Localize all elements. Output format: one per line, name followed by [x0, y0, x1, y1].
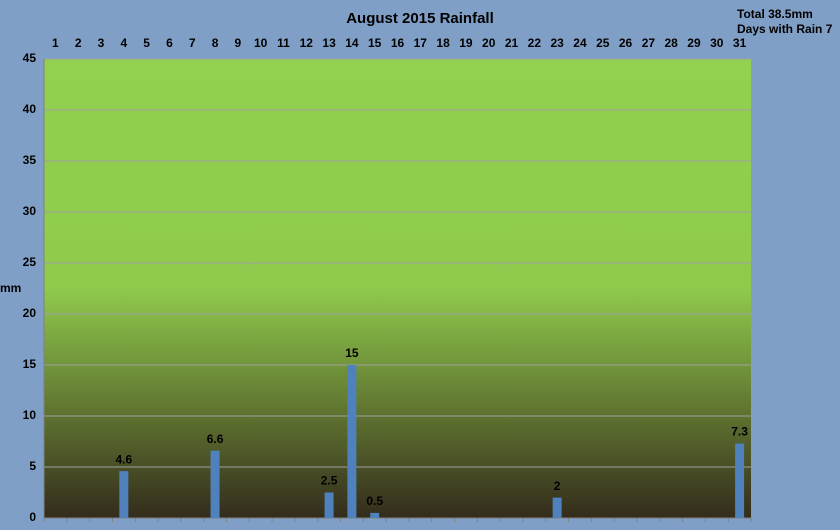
annotation: Days with Rain 7: [737, 22, 833, 36]
y-tick-label: 5: [29, 459, 36, 473]
x-tick-label: 10: [254, 36, 268, 50]
data-label: 4.6: [115, 452, 132, 466]
x-tick-label: 27: [642, 36, 656, 50]
x-tick-label: 19: [459, 36, 473, 50]
x-tick-label: 22: [528, 36, 542, 50]
y-tick-label: 10: [23, 408, 37, 422]
y-tick-label: 40: [23, 102, 37, 116]
y-tick-label: 15: [23, 357, 37, 371]
x-tick-label: 8: [212, 36, 219, 50]
x-tick-label: 7: [189, 36, 196, 50]
y-tick-label: 30: [23, 204, 37, 218]
x-tick-label: 3: [98, 36, 105, 50]
x-tick-label: 13: [322, 36, 336, 50]
y-tick-label: 20: [23, 306, 37, 320]
bar: [324, 492, 334, 518]
x-tick-label: 4: [120, 36, 127, 50]
annotation: Total 38.5mm: [737, 7, 813, 21]
x-tick-label: 31: [733, 36, 747, 50]
x-tick-label: 16: [391, 36, 405, 50]
x-tick-label: 15: [368, 36, 382, 50]
x-tick-label: 9: [235, 36, 242, 50]
x-tick-label: 21: [505, 36, 519, 50]
data-label: 0.5: [366, 494, 383, 508]
y-tick-label: 25: [23, 255, 37, 269]
data-label: 2: [554, 479, 561, 493]
x-tick-label: 6: [166, 36, 173, 50]
chart-title: August 2015 Rainfall: [346, 10, 494, 27]
x-tick-label: 30: [710, 36, 724, 50]
x-tick-label: 12: [300, 36, 314, 50]
x-tick-label: 11: [277, 36, 290, 50]
y-axis-label: mm: [0, 281, 21, 295]
bar: [119, 471, 129, 518]
data-label: 15: [345, 346, 359, 360]
plot-area: [44, 59, 751, 518]
y-tick-label: 45: [23, 51, 37, 65]
x-tick-label: 18: [436, 36, 450, 50]
bar: [370, 512, 380, 518]
bar: [347, 365, 357, 518]
x-tick-label: 17: [414, 36, 428, 50]
bar: [552, 497, 562, 518]
x-tick-label: 25: [596, 36, 610, 50]
bar: [210, 450, 220, 518]
y-tick-label: 0: [29, 510, 36, 524]
y-tick-label: 35: [23, 153, 37, 167]
x-tick-label: 2: [75, 36, 82, 50]
x-tick-label: 26: [619, 36, 633, 50]
x-tick-label: 5: [143, 36, 150, 50]
data-label: 7.3: [731, 425, 748, 439]
x-tick-label: 23: [550, 36, 564, 50]
data-label: 6.6: [207, 432, 224, 446]
data-label: 2.5: [321, 474, 338, 488]
x-tick-label: 20: [482, 36, 496, 50]
x-tick-label: 28: [664, 36, 678, 50]
bar: [735, 443, 745, 518]
x-tick-label: 24: [573, 36, 587, 50]
x-tick-label: 1: [52, 36, 59, 50]
x-tick-label: 14: [345, 36, 359, 50]
x-tick-label: 29: [687, 36, 701, 50]
